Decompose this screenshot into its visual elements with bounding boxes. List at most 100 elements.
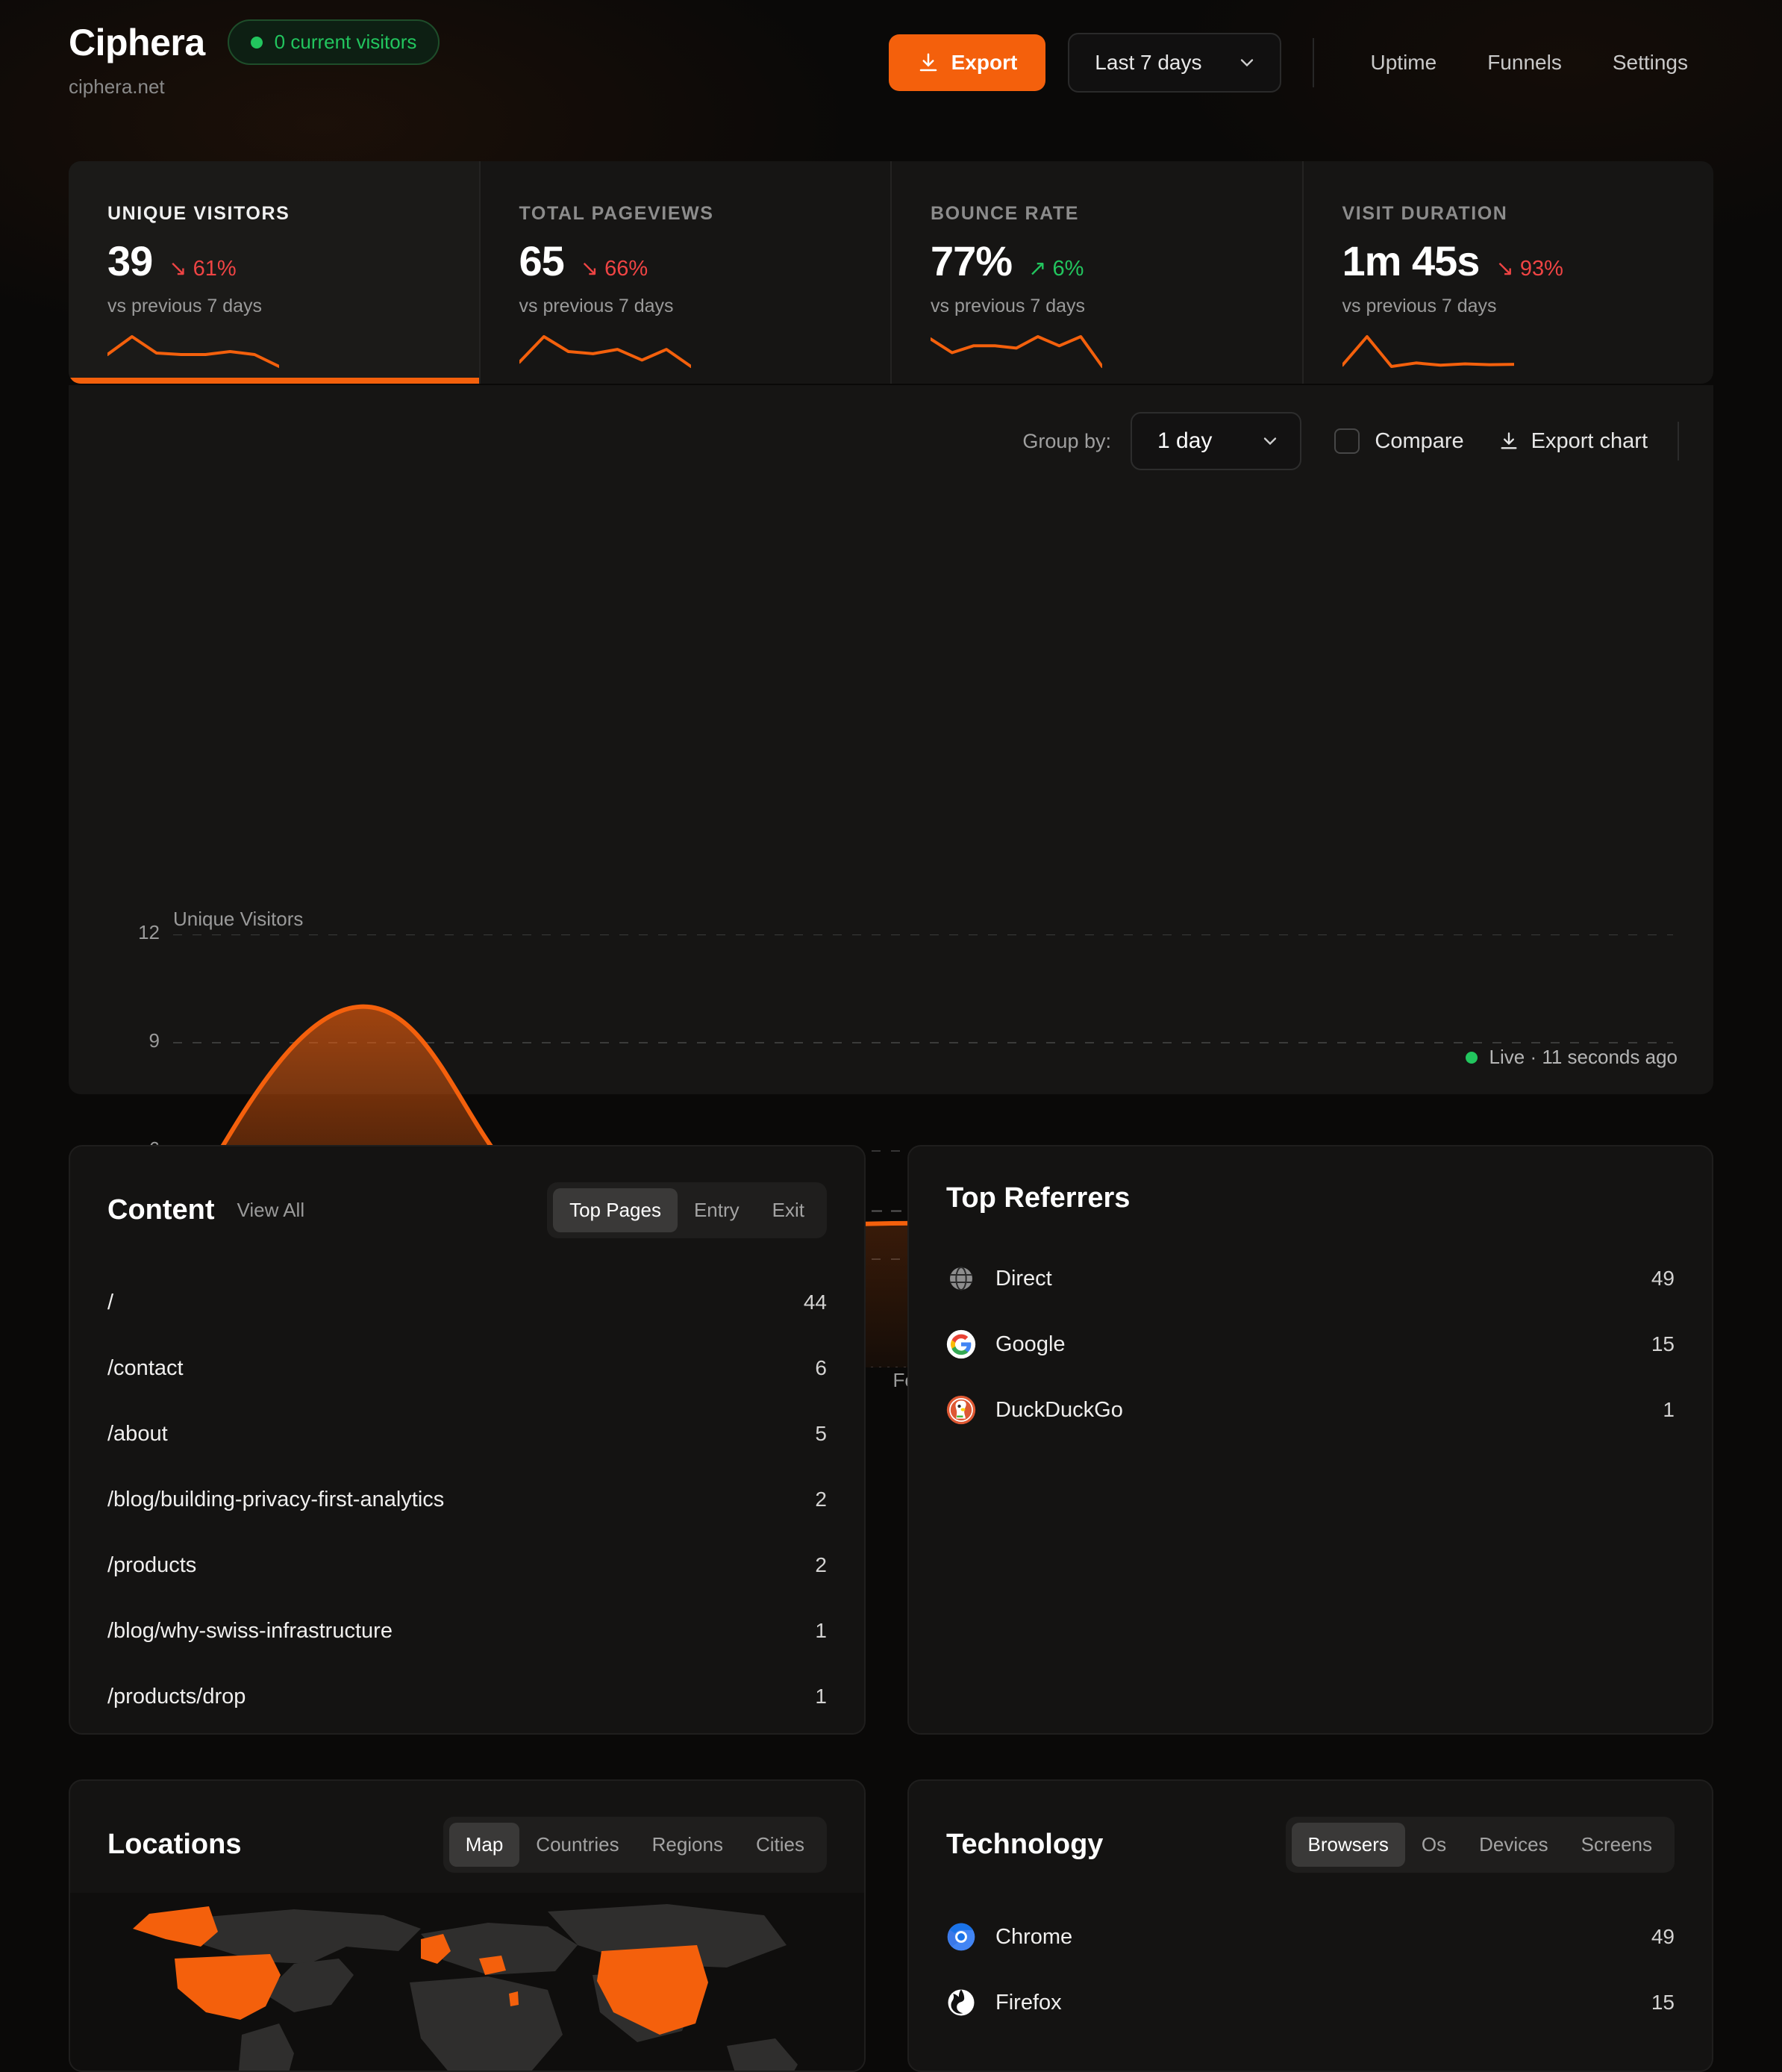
- page-path: /: [107, 1290, 114, 1314]
- list-item[interactable]: Firefox 15: [946, 1970, 1675, 2035]
- kpi-value-row: 77% ↗ 6%: [931, 237, 1302, 285]
- google-icon: [946, 1329, 976, 1359]
- header-divider: [1312, 38, 1314, 87]
- table-row[interactable]: /blog/building-privacy-first-analytics 2: [107, 1467, 827, 1532]
- export-chart-label: Export chart: [1531, 428, 1648, 453]
- kpi-sparkline-chart: [1342, 334, 1514, 369]
- kpi-delta: ↘ 61%: [169, 255, 236, 281]
- tab-devices[interactable]: Devices: [1479, 1833, 1548, 1856]
- kpi-value-row: 65 ↘ 66%: [519, 237, 891, 285]
- kpi-comparison-label: vs previous 7 days: [519, 296, 674, 316]
- brand-block: Ciphera 0 current visitors ciphera.net: [69, 19, 440, 99]
- site-domain: ciphera.net: [69, 75, 165, 98]
- export-button[interactable]: Export: [888, 34, 1046, 91]
- kpi-value: 65: [519, 237, 565, 284]
- content-panel: Content View All Top Pages Entry Exit / …: [69, 1145, 866, 1735]
- kpi-label: VISIT DURATION: [1342, 203, 1508, 224]
- tab-cities[interactable]: Cities: [755, 1833, 804, 1856]
- kpi-delta-arrow-icon: ↗: [1028, 257, 1047, 281]
- y-axis-tick: 12: [138, 921, 160, 943]
- kpi-comparison-label: vs previous 7 days: [931, 296, 1086, 316]
- tab-entry[interactable]: Entry: [693, 1199, 740, 1221]
- tab-os[interactable]: Os: [1421, 1833, 1447, 1856]
- group-by-select[interactable]: 1 day: [1130, 412, 1302, 470]
- kpi-card-unique-visitors[interactable]: UNIQUE VISITORS 39 ↘ 61% vs previous 7 d…: [69, 161, 481, 384]
- page-path: /products: [107, 1553, 197, 1577]
- list-item[interactable]: Google 15: [946, 1311, 1675, 1377]
- compare-checkbox[interactable]: [1334, 428, 1360, 454]
- current-visitors-label: 0 current visitors: [274, 31, 417, 53]
- live-status-dot-icon: [250, 36, 263, 49]
- kpi-label: BOUNCE RATE: [931, 203, 1080, 224]
- list-item[interactable]: DuckDuckGo 1: [946, 1377, 1675, 1443]
- kpi-card-visit-duration[interactable]: VISIT DURATION 1m 45s ↘ 93% vs previous …: [1304, 161, 1714, 384]
- main-chart-card: Group by: 1 day Compare Export chart Uni…: [69, 385, 1713, 1414]
- tab-countries[interactable]: Countries: [536, 1833, 619, 1856]
- kpi-delta: ↗ 6%: [1028, 255, 1084, 281]
- compare-label[interactable]: Compare: [1375, 428, 1464, 453]
- tab-top-pages[interactable]: Top Pages: [553, 1188, 678, 1232]
- table-row[interactable]: /products 2: [107, 1532, 827, 1598]
- kpi-value: 1m 45s: [1342, 237, 1481, 284]
- export-chart-button[interactable]: Export chart: [1498, 429, 1648, 454]
- kpi-sparkline-chart: [107, 334, 279, 369]
- view-all-link[interactable]: View All: [237, 1199, 305, 1221]
- download-icon: [919, 53, 937, 72]
- kpi-delta-value: 66%: [604, 257, 648, 281]
- browser-count: 49: [1651, 1925, 1675, 1948]
- download-icon: [1501, 432, 1517, 449]
- tab-screens[interactable]: Screens: [1581, 1833, 1652, 1856]
- locations-panel-title: Locations: [107, 1829, 242, 1860]
- table-row[interactable]: /about 5: [107, 1401, 827, 1467]
- globe-icon: [950, 1267, 972, 1291]
- kpi-comparison-label: vs previous 7 days: [107, 296, 263, 316]
- referrer-name: Direct: [995, 1266, 1052, 1291]
- list-item[interactable]: Direct 49: [946, 1246, 1675, 1311]
- live-dot-icon: [1465, 1051, 1478, 1064]
- tab-map[interactable]: Map: [448, 1823, 520, 1867]
- kpi-value-row: 39 ↘ 61%: [107, 237, 479, 285]
- table-row[interactable]: /products/drop 1: [107, 1664, 827, 1729]
- date-range-select[interactable]: Last 7 days: [1068, 33, 1281, 93]
- controls-divider: [1678, 422, 1679, 461]
- technology-panel-title: Technology: [946, 1829, 1104, 1860]
- content-panel-header: Content View All Top Pages Entry Exit: [70, 1146, 864, 1238]
- firefox-icon: [948, 1989, 975, 2016]
- kpi-delta-arrow-icon: ↘: [580, 257, 599, 281]
- tab-exit[interactable]: Exit: [772, 1199, 804, 1221]
- referrer-name: DuckDuckGo: [995, 1397, 1123, 1422]
- nav-item-settings[interactable]: Settings: [1612, 51, 1688, 74]
- page-count: 5: [815, 1422, 827, 1445]
- nav-item-funnels[interactable]: Funnels: [1487, 51, 1562, 74]
- table-row[interactable]: /contact 6: [107, 1335, 827, 1401]
- map-region-israel: [509, 1991, 519, 2006]
- tab-browsers[interactable]: Browsers: [1291, 1823, 1405, 1867]
- kpi-card-bounce-rate[interactable]: BOUNCE RATE 77% ↗ 6% vs previous 7 days: [892, 161, 1304, 384]
- list-item[interactable]: Chrome 49: [946, 1904, 1675, 1970]
- page-count: 6: [815, 1356, 827, 1379]
- page-path: /blog/building-privacy-first-analytics: [107, 1487, 445, 1511]
- table-row[interactable]: /blog/why-swiss-infrastructure 1: [107, 1598, 827, 1664]
- kpi-delta: ↘ 66%: [581, 255, 648, 281]
- current-visitors-badge: 0 current visitors: [227, 19, 440, 65]
- page-count: 2: [815, 1553, 827, 1576]
- kpi-value: 39: [107, 237, 153, 284]
- world-map-svg: [70, 1893, 864, 2071]
- tab-regions[interactable]: Regions: [651, 1833, 723, 1856]
- live-status-label: Live · 11 seconds ago: [1489, 1046, 1678, 1068]
- kpi-delta: ↘ 93%: [1495, 255, 1563, 281]
- nav-item-uptime[interactable]: Uptime: [1370, 51, 1437, 74]
- header-actions: Export Last 7 days Uptime Funnels Settin…: [888, 33, 1713, 93]
- referrer-name: Google: [995, 1332, 1066, 1356]
- referrer-count: 15: [1651, 1332, 1675, 1355]
- kpi-card-total-pageviews[interactable]: TOTAL PAGEVIEWS 65 ↘ 66% vs previous 7 d…: [481, 161, 892, 384]
- page-path: /contact: [107, 1355, 184, 1380]
- chart-controls: Group by: 1 day Compare Export chart: [1022, 412, 1679, 470]
- chart-y-axis-title: Unique Visitors: [173, 908, 304, 930]
- kpi-delta-value: 61%: [193, 257, 237, 281]
- world-map[interactable]: [70, 1893, 864, 2071]
- table-row[interactable]: / 44: [107, 1270, 827, 1335]
- app-header: Ciphera 0 current visitors ciphera.net E…: [0, 0, 1782, 146]
- referrers-panel-header: Top Referrers: [909, 1146, 1712, 1214]
- brand-row: Ciphera 0 current visitors: [69, 19, 440, 65]
